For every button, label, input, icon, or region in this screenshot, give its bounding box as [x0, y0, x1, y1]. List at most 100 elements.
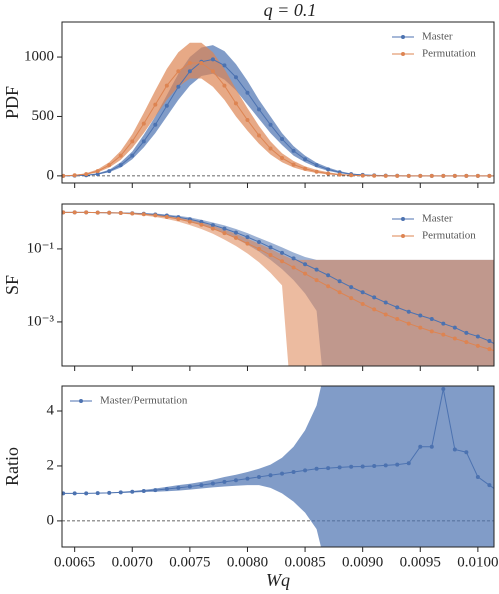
data-point — [291, 256, 296, 261]
data-point — [210, 226, 215, 231]
data-point — [62, 491, 66, 496]
confidence-band — [63, 386, 494, 547]
data-point — [62, 173, 66, 178]
data-point — [406, 173, 411, 178]
data-point — [153, 213, 158, 218]
data-point — [95, 491, 100, 496]
data-point — [395, 317, 400, 322]
data-point — [418, 313, 423, 318]
data-point — [383, 463, 388, 468]
data-point — [337, 465, 342, 470]
data-point — [176, 485, 181, 490]
y-tick-label: 2 — [47, 457, 55, 473]
data-point — [326, 284, 331, 289]
data-point — [153, 102, 158, 107]
data-point — [487, 347, 492, 352]
data-point — [245, 241, 250, 246]
data-point — [452, 173, 457, 178]
panel: 0.0065 0.0070 0.0075 0.0080 0.0085 0.0090 0.00… — [2, 385, 498, 590]
plot-area — [62, 210, 494, 366]
data-point — [84, 210, 89, 215]
x-axis-label: Wq — [266, 570, 290, 590]
data-point — [233, 235, 238, 240]
data-point — [429, 329, 434, 334]
data-point — [291, 162, 296, 167]
data-point — [107, 490, 112, 495]
legend-marker — [401, 234, 405, 238]
data-point — [199, 60, 204, 65]
data-point — [383, 312, 388, 317]
data-point — [326, 273, 331, 278]
data-point — [406, 309, 411, 314]
data-point — [130, 489, 135, 494]
data-point — [84, 172, 89, 177]
y-tick-label: 4 — [47, 402, 55, 418]
data-point — [475, 334, 480, 339]
data-point — [130, 139, 135, 144]
data-point — [164, 487, 169, 492]
data-point — [418, 173, 423, 178]
data-point — [187, 69, 192, 74]
data-point — [118, 163, 123, 168]
data-point — [141, 212, 146, 217]
data-point — [176, 84, 181, 89]
confidence-band — [63, 42, 494, 176]
data-point — [222, 231, 227, 236]
x-tick-label: 0.0100 — [457, 554, 498, 570]
data-point — [164, 214, 169, 219]
data-point — [280, 137, 285, 142]
data-point — [360, 301, 365, 306]
data-point — [268, 473, 273, 478]
legend-label: Master — [422, 31, 453, 43]
x-tick-label: 0.0065 — [54, 554, 95, 570]
x-tick-label: 0.0070 — [112, 554, 153, 570]
data-point — [233, 101, 238, 106]
data-point — [95, 210, 100, 215]
data-point — [118, 153, 123, 158]
data-point — [176, 216, 181, 221]
panel: 0 500 1000 Master Permutation q = 0.1 PDF — [2, 0, 495, 188]
data-point — [303, 157, 308, 162]
y-tick-label: 10⁻¹ — [27, 240, 54, 256]
data-point — [441, 387, 446, 392]
data-point — [141, 488, 146, 493]
data-point — [418, 444, 423, 449]
data-point — [475, 474, 480, 479]
data-point — [107, 163, 112, 168]
data-point — [280, 250, 285, 255]
data-point — [199, 219, 204, 224]
data-point — [303, 262, 308, 267]
data-point — [164, 83, 169, 88]
data-point — [395, 462, 400, 467]
data-point — [210, 481, 215, 486]
data-point — [349, 296, 354, 301]
data-point — [118, 490, 123, 495]
legend-label: Master/Permutation — [100, 395, 188, 407]
x-tick-label: 0.0090 — [342, 554, 383, 570]
data-point — [256, 239, 261, 244]
data-point — [337, 172, 342, 177]
x-tick-label: 0.0075 — [169, 554, 210, 570]
axes-frame — [61, 385, 495, 548]
legend-marker — [401, 35, 405, 39]
data-point — [268, 245, 273, 250]
data-point — [337, 290, 342, 295]
data-point — [210, 69, 215, 74]
data-point — [268, 122, 273, 127]
y-axis-label: Ratio — [2, 447, 22, 486]
data-point — [429, 173, 434, 178]
data-point — [314, 267, 319, 272]
data-point — [107, 169, 112, 174]
data-point — [245, 235, 250, 240]
data-point — [256, 474, 261, 479]
data-point — [233, 478, 238, 483]
data-point — [176, 69, 181, 74]
data-point — [210, 57, 215, 62]
y-tick-label: 500 — [32, 108, 55, 124]
data-point — [326, 466, 331, 471]
data-point — [256, 246, 261, 251]
data-point — [256, 133, 261, 138]
data-point — [107, 210, 112, 215]
data-point — [349, 285, 354, 290]
